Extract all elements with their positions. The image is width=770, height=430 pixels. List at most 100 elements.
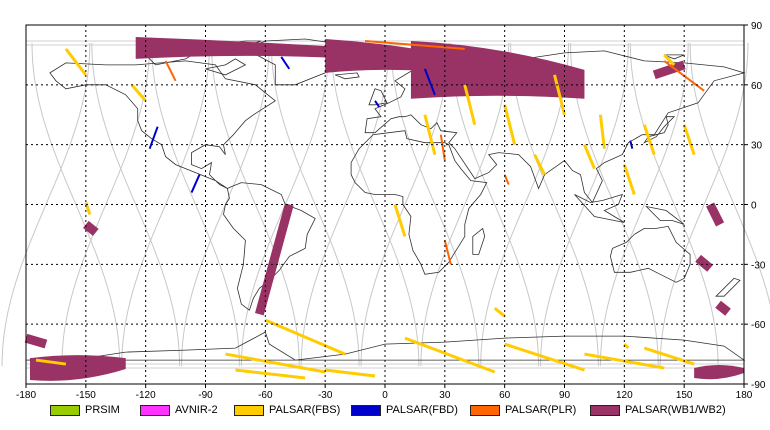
land-outline (350, 130, 488, 275)
x-tick-label: -150 (76, 390, 96, 401)
coverage-swath-fbs (622, 164, 636, 196)
legend: PRSIM AVNIR-2 PALSAR(FBS) PALSAR(FBD) PA… (0, 399, 770, 421)
coverage-swath-fbs (35, 358, 67, 366)
legend-label-palsar-fbd: PALSAR(FBD) (386, 404, 458, 416)
orbit-track (540, 42, 629, 367)
x-tick-label: 90 (559, 390, 571, 401)
legend-label-avnir2: AVNIR-2 (175, 404, 218, 416)
land-outline (205, 58, 247, 76)
coverage-swath-fbs (583, 144, 596, 170)
coverage-swath-plr (164, 60, 177, 82)
orbit-track (121, 42, 210, 367)
coverage-swath-fbs (235, 368, 306, 380)
coverage-swath-fbd (148, 126, 159, 149)
coverage-swath-plr (503, 174, 510, 185)
orbit-track (599, 42, 689, 367)
coverage-swath-fbs (598, 114, 606, 149)
coverage-swath-fbs (623, 343, 630, 350)
coverage-swath-fbs (663, 53, 676, 66)
coverage-swath-fbd (280, 56, 291, 70)
legend-item-avnir2: AVNIR-2 (140, 403, 218, 417)
legend-label-palsar-fbs: PALSAR(FBS) (269, 404, 341, 416)
land-outline (645, 205, 685, 225)
coverage-swath-wb (694, 365, 744, 380)
land-outline (244, 38, 346, 86)
orbit-track (31, 42, 121, 367)
land-outline (25, 331, 746, 361)
y-tick-label: -60 (751, 320, 766, 331)
orbit-track (510, 43, 599, 367)
coverage-swath-fbs (463, 84, 477, 126)
legend-swatch-palsar-fbs (234, 404, 264, 416)
orbit-track (270, 42, 360, 367)
coverage-swath-plr (443, 240, 452, 265)
y-tick-label: 30 (751, 141, 763, 152)
coverage-swath-fbs (130, 83, 147, 102)
coverage-swath-fbd (190, 174, 201, 193)
x-tick-label: -30 (318, 390, 333, 401)
legend-label-palsar-wb: PALSAR(WB1/WB2) (625, 404, 726, 416)
legend-swatch-palsar-wb (590, 404, 620, 416)
legend-item-palsar-wb: PALSAR(WB1/WB2) (590, 403, 726, 417)
x-tick-label: 180 (736, 390, 753, 401)
legend-item-palsar-plr: PALSAR(PLR) (470, 403, 576, 417)
orbit-track (390, 42, 480, 367)
orbit-track (629, 42, 719, 367)
coverage-swath-fbs (324, 368, 376, 378)
coverage-swath-fbs (533, 153, 546, 176)
orbit-track (300, 42, 390, 367)
coverage-swath-fbs (393, 204, 407, 237)
coverage-swath-fbd (423, 68, 436, 96)
land-outline (472, 227, 486, 255)
x-tick-label: 120 (616, 390, 633, 401)
orbit-track (659, 42, 749, 367)
x-tick-label: 30 (439, 390, 451, 401)
axis-ticks: -180 -150 -120 -90 -60 -30 0 30 60 90 120 150 180 90 6… (16, 21, 766, 401)
y-tick-label: 60 (751, 81, 763, 92)
coverage-swath-wb (255, 203, 294, 316)
coverage-swath-fbs (643, 346, 695, 366)
x-tick-label: -90 (198, 390, 213, 401)
orbit-track (689, 42, 770, 306)
coverage-swath-fbs (423, 114, 437, 156)
legend-swatch-palsar-fbd (351, 404, 381, 416)
coverage-swath-fbs (682, 124, 696, 156)
legend-label-palsar-plr: PALSAR(PLR) (505, 404, 577, 416)
coverage-swath-fbs (64, 48, 88, 76)
legend-item-palsar-fbd: PALSAR(FBD) (351, 403, 458, 417)
coverage-swath-wb (24, 333, 48, 349)
coverage-swath-wb (652, 60, 686, 80)
land-outline (368, 88, 388, 106)
orbit-track (91, 42, 181, 367)
orbit-track (420, 42, 510, 367)
land-outline (49, 60, 276, 189)
coverage-swath-wb (135, 36, 356, 59)
land-outline (609, 225, 691, 283)
y-tick-label: -30 (751, 260, 766, 271)
orbit-track (450, 42, 540, 367)
x-tick-label: -180 (16, 390, 36, 401)
coverage-swath-plr (364, 39, 465, 50)
coverage-swath-wb (83, 220, 99, 236)
coverage-swath-fbs (504, 342, 585, 372)
x-tick-label: 0 (382, 390, 388, 401)
coverage-swath-fbs (404, 336, 496, 374)
coverage-swath-fbd (374, 100, 380, 108)
x-tick-label: 60 (499, 390, 511, 401)
coverage-swath-fbs (225, 352, 326, 374)
coverage-swath-plr (439, 134, 446, 161)
coverage-swath-fbs (493, 307, 506, 318)
coverage-swath-fbs (642, 124, 656, 156)
coverage-swath-fbs (553, 74, 566, 116)
coverage-swath-fbs (503, 104, 517, 146)
y-tick-label: 0 (751, 201, 757, 212)
land-outline (643, 116, 676, 144)
y-tick-label: -90 (751, 380, 766, 391)
legend-item-palsar-fbs: PALSAR(FBS) (234, 403, 340, 417)
y-tick-label: 90 (751, 21, 763, 32)
legend-item-prsim: PRSIM (50, 403, 120, 417)
coverage-swath-wb (715, 300, 731, 316)
land-outline (574, 193, 625, 223)
coverage-swath-wb (706, 202, 725, 227)
